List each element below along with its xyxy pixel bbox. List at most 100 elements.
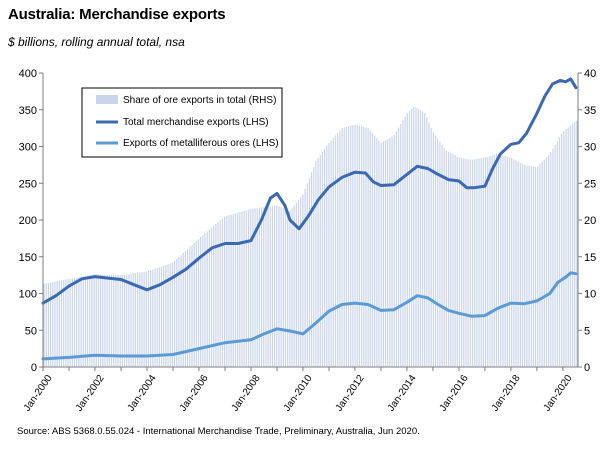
share-bar: [58, 280, 60, 367]
share-bar: [543, 159, 545, 367]
y-left-tick-label: 150: [19, 252, 37, 264]
share-bar: [498, 154, 500, 367]
share-bar: [352, 125, 354, 367]
share-bar: [552, 148, 554, 367]
share-bar: [178, 257, 180, 367]
share-bar: [495, 154, 498, 367]
share-bar: [91, 274, 93, 367]
share-bar: [513, 159, 515, 367]
share-bar: [504, 155, 506, 367]
share-bar: [254, 208, 256, 367]
share-bar: [258, 207, 260, 367]
x-tick-label: Jan-2004: [126, 373, 159, 414]
y-left-tick-label: 0: [31, 362, 37, 374]
share-bar: [541, 161, 543, 367]
share-bar: [576, 120, 578, 367]
share-bar: [63, 279, 65, 367]
share-bar: [361, 126, 363, 367]
share-bar: [332, 137, 334, 367]
share-bar: [450, 152, 452, 367]
share-bar: [278, 206, 280, 367]
share-bar: [167, 264, 169, 367]
share-bar: [139, 272, 141, 367]
share-bar: [191, 244, 193, 367]
share-bar: [195, 240, 197, 367]
share-bar: [567, 127, 569, 367]
share-bar: [123, 274, 126, 367]
y-right-tick-label: 40: [584, 68, 596, 80]
y-right-tick-label: 5: [584, 325, 590, 337]
share-bar: [200, 236, 202, 367]
share-bar: [517, 161, 519, 367]
share-bar: [537, 166, 539, 367]
share-bar: [219, 220, 221, 367]
share-bar: [180, 255, 182, 367]
share-bar: [293, 205, 295, 367]
y-left-tick-label: 300: [19, 142, 37, 154]
share-bar: [145, 271, 147, 367]
share-bar: [534, 166, 537, 367]
share-bar: [532, 166, 535, 367]
share-bar: [245, 210, 247, 367]
share-bar: [526, 165, 528, 367]
share-bar: [500, 154, 502, 367]
share-bar: [230, 214, 232, 367]
share-bar: [210, 227, 213, 367]
x-tick-label: Jan-2000: [22, 373, 55, 414]
chart-title: Australia: Merchandise exports: [8, 6, 226, 23]
share-bar: [300, 197, 302, 367]
share-bar: [65, 279, 67, 367]
share-bar: [480, 158, 482, 367]
share-bar: [165, 265, 167, 367]
share-bar: [221, 218, 224, 367]
share-bar: [189, 246, 191, 367]
share-bar: [330, 140, 332, 367]
y-left-tick-label: 100: [19, 289, 37, 301]
share-bar: [530, 166, 532, 367]
share-bar: [324, 148, 326, 367]
share-bar: [252, 208, 254, 367]
share-bar: [250, 209, 252, 367]
share-bar: [421, 111, 424, 367]
share-bar: [84, 276, 87, 367]
share-bar: [310, 172, 313, 367]
share-bar: [82, 276, 84, 367]
share-bar: [463, 158, 465, 367]
share-bar: [171, 262, 173, 367]
share-bar: [454, 155, 456, 367]
share-bar: [448, 151, 450, 367]
share-bars-group: [43, 106, 578, 368]
share-bar: [569, 125, 571, 367]
share-bar: [426, 117, 428, 367]
share-bar: [511, 157, 513, 367]
x-tick-label: Jan-2002: [74, 373, 107, 414]
share-bar: [484, 157, 487, 367]
share-bar: [274, 205, 276, 367]
share-bar: [78, 277, 80, 367]
share-bar: [469, 159, 471, 367]
share-bar: [337, 132, 339, 367]
share-bar: [45, 283, 47, 367]
share-bar: [284, 209, 287, 367]
share-bar: [313, 166, 315, 367]
y-right-tick-label: 35: [584, 105, 596, 117]
share-bar: [387, 139, 389, 367]
share-bar: [371, 133, 374, 367]
share-bar: [315, 161, 317, 367]
share-bar: [47, 282, 50, 367]
share-bar: [95, 274, 97, 367]
share-bar: [117, 275, 119, 367]
share-bar: [282, 208, 284, 367]
share-bar: [69, 278, 71, 367]
share-bar: [89, 275, 91, 367]
share-bar: [260, 207, 263, 367]
share-bar: [141, 272, 143, 367]
share-bar: [237, 212, 239, 367]
share-bar: [276, 205, 278, 367]
share-bar: [239, 212, 241, 367]
share-bar: [415, 106, 417, 367]
share-bar: [474, 159, 476, 367]
share-bar: [287, 210, 289, 367]
share-bar: [119, 275, 121, 367]
share-bar: [439, 141, 441, 367]
